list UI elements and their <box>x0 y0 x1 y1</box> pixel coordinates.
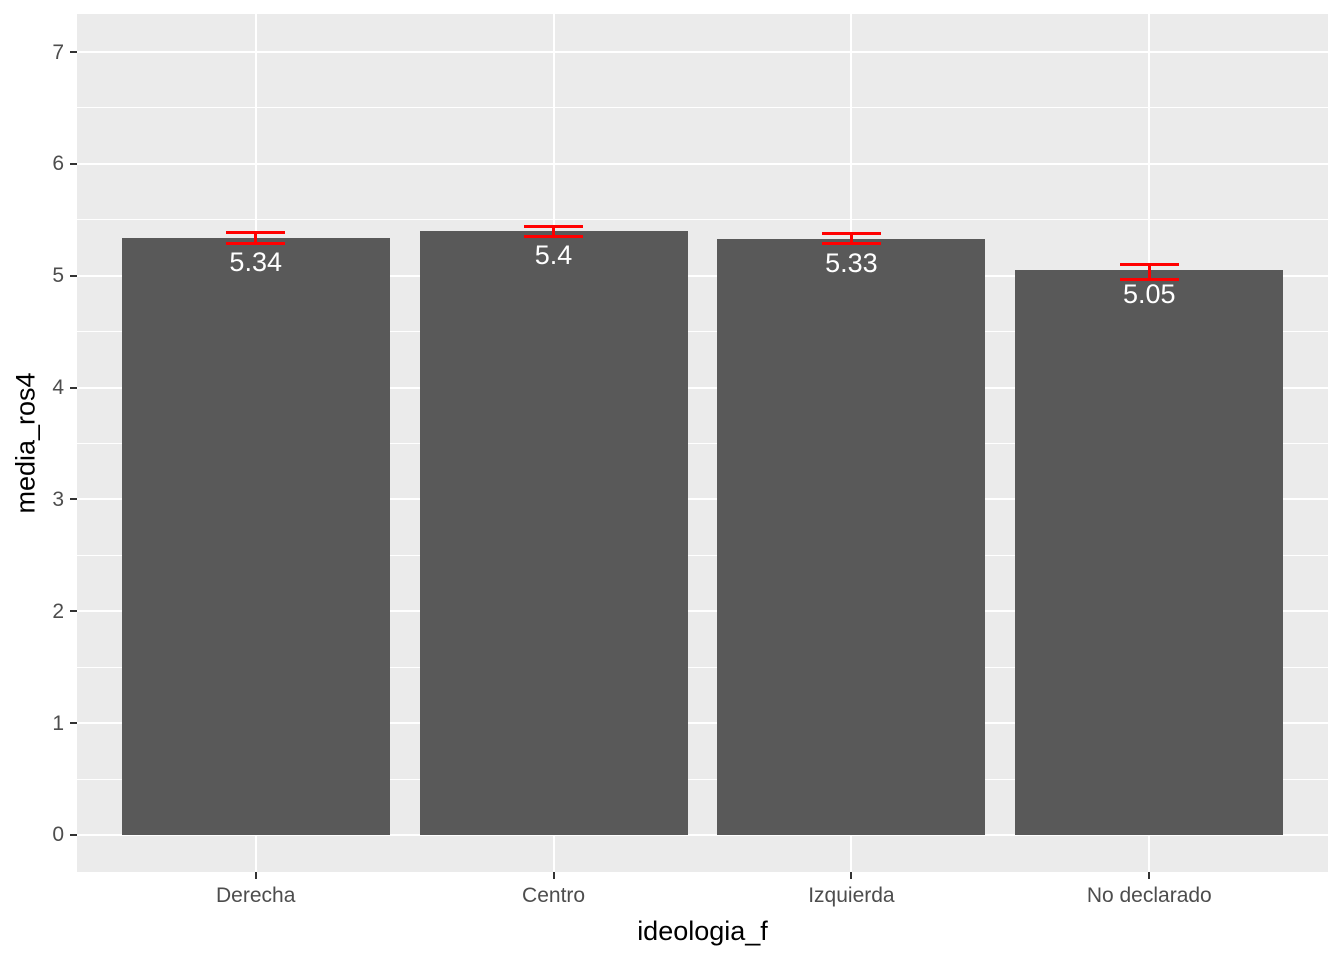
y-axis-tick-label: 6 <box>52 152 64 176</box>
y-axis-tick-label: 1 <box>52 711 64 735</box>
errorbar-stem <box>254 232 258 244</box>
y-axis-tick-mark <box>70 386 77 389</box>
gridline-minor-horizontal <box>77 331 1328 333</box>
gridline-major-horizontal <box>77 722 1328 725</box>
x-axis-tick-label: Izquierda <box>808 884 895 907</box>
gridline-major-horizontal <box>77 274 1328 277</box>
errorbar-stem <box>849 233 853 244</box>
x-axis-tick-label: Centro <box>522 884 586 907</box>
bar-value-label: 5.33 <box>825 247 878 278</box>
y-axis-tick-mark <box>70 51 77 54</box>
y-axis-tick-mark <box>70 274 77 277</box>
y-axis-tick-mark <box>70 162 77 165</box>
gridline-major-horizontal <box>77 610 1328 613</box>
errorbar-lower-cap <box>821 241 882 245</box>
gridline-major-horizontal <box>77 498 1328 501</box>
y-axis-tick-label: 2 <box>52 599 64 623</box>
y-axis-tick-mark <box>70 498 77 501</box>
bar-value-label: 5.05 <box>1123 279 1176 310</box>
bar <box>419 230 688 835</box>
plot-panel: 5.34 5.4 5.33 5.05 <box>77 14 1328 872</box>
errorbar-stem <box>1147 264 1151 280</box>
y-axis-tick-label: 3 <box>52 487 64 511</box>
errorbar-lower-cap <box>523 235 584 239</box>
bar <box>717 238 986 835</box>
gridline-major-horizontal <box>77 51 1328 54</box>
x-axis-tick-label: No declarado <box>1086 884 1212 907</box>
y-axis-tick-label: 5 <box>52 264 64 288</box>
y-axis-title: media_ros4 <box>10 372 41 514</box>
gridline-major-horizontal <box>77 386 1328 389</box>
bar-value-label: 5.4 <box>534 239 573 270</box>
bar-value-label: 5.34 <box>229 246 282 277</box>
x-axis-title: ideologia_f <box>637 916 768 946</box>
x-axis-tick-mark <box>254 872 257 879</box>
errorbar-lower-cap <box>225 241 286 245</box>
bar <box>121 237 390 835</box>
gridline-minor-horizontal <box>77 666 1328 668</box>
x-axis-tick-mark <box>850 872 853 879</box>
y-axis-tick-label: 7 <box>52 40 64 64</box>
x-axis-tick-mark <box>552 872 555 879</box>
gridline-minor-horizontal <box>77 554 1328 556</box>
y-axis-tick-label: 4 <box>52 376 64 400</box>
y-axis-tick-mark <box>70 610 77 613</box>
gridline-minor-horizontal <box>77 778 1328 780</box>
y-axis-tick-mark <box>70 722 77 725</box>
x-axis-tick-label: Derecha <box>216 884 296 907</box>
x-axis-tick-mark <box>1148 872 1151 879</box>
y-axis-tick-label: 0 <box>52 823 64 847</box>
errorbar-lower-cap <box>1119 277 1180 281</box>
gridline-minor-horizontal <box>77 219 1328 221</box>
gridline-major-horizontal <box>77 162 1328 165</box>
gridline-minor-horizontal <box>77 107 1328 109</box>
y-axis-tick-mark <box>70 833 77 836</box>
errorbar-stem <box>552 226 556 237</box>
bar <box>1015 270 1284 835</box>
gridline-major-horizontal <box>77 833 1328 836</box>
gridline-minor-horizontal <box>77 443 1328 444</box>
